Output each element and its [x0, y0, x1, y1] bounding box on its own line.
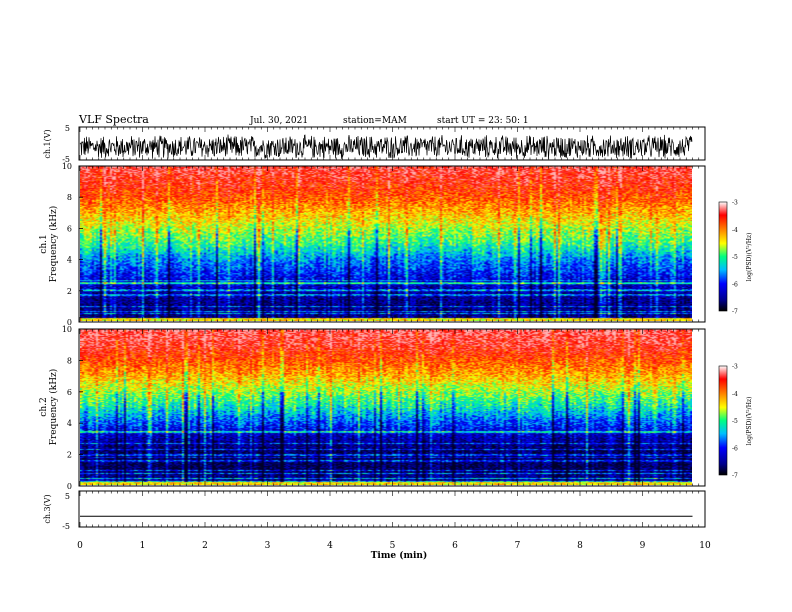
ch2-spectrogram-image — [80, 329, 692, 485]
ch2-spectrogram-panel: 0 2 4 6 8 10 ch.2 Frequency (kHz) -3 -4 -5 -6 -7 … — [39, 325, 753, 491]
time-axis-tick-label: 9 — [640, 541, 646, 551]
ch1-spectrogram-panel: 0 2 4 6 8 10 ch.1 Frequency (kHz) -3 -4 -5 -6 -7 … — [39, 162, 753, 327]
ch1-spectrogram-frame — [78, 165, 706, 323]
ch2-colorbar-label: log(PSD)(V²/Hz) — [746, 397, 753, 446]
ch1-colorbar-label: log(PSD)(V²/Hz) — [746, 233, 753, 282]
ch1-waveform-ylabel: ch.1(V) — [43, 129, 52, 158]
ch3-waveform-ytick-top: 5 — [65, 492, 70, 501]
ch1-colorbar-ticks: -3 -4 -5 -6 -7 — [732, 200, 738, 316]
ch1-colorbar-gradient — [718, 201, 728, 312]
ch3-waveform-ylabel: ch.3(V) — [43, 494, 52, 523]
ch3-waveform-frame — [78, 490, 706, 528]
ch1-spectrogram-ytick-label: 10 — [62, 162, 72, 171]
ch2-colorbar-tick-label: -3 — [732, 364, 738, 371]
ch1-waveform-ytick-top: 5 — [65, 124, 70, 133]
ch1-spectrogram-ytick-label: 0 — [67, 318, 72, 327]
ch2-spectrogram-ytick-label: 6 — [67, 388, 72, 397]
ch2-spectrogram-ytick-label: 8 — [67, 356, 72, 365]
ch1-colorbar-tick-label: -5 — [732, 254, 738, 261]
time-axis-tick-label: 5 — [390, 541, 396, 551]
ch1-colorbar-tick-label: -7 — [732, 309, 738, 316]
time-axis-tick-label: 2 — [202, 541, 208, 551]
ch2-spectrogram-frame — [78, 328, 706, 487]
ch1-waveform-trace — [79, 134, 693, 159]
time-axis-tick-label: 6 — [452, 541, 458, 551]
ch1-spectrogram-yticks: 0 2 4 6 8 10 — [62, 162, 83, 327]
ch1-waveform-frame — [78, 126, 706, 161]
ch2-colorbar-tick-label: -4 — [732, 391, 738, 398]
ch2-colorbar: -3 -4 -5 -6 -7 log(PSD)(V²/Hz) — [718, 364, 753, 480]
ch1-spectrogram-image — [80, 166, 692, 321]
time-axis-tick-labels: 0 1 2 3 4 5 6 7 8 9 10 — [77, 541, 711, 551]
ch1-spectrogram-ylabel-frequency: Frequency (kHz) — [48, 206, 59, 283]
time-axis-label: Time (min) — [371, 550, 428, 561]
figure-start-time: start UT = 23: 50: 1 — [437, 116, 529, 126]
ch1-waveform-panel: 5 -5 ch.1(V) — [43, 124, 706, 164]
ch2-spectrogram-ylabel-frequency: Frequency (kHz) — [48, 369, 59, 446]
time-axis-tick-label: 3 — [265, 541, 271, 551]
time-axis-tick-label: 4 — [327, 541, 333, 551]
ch2-spectrogram-ytick-label: 4 — [67, 419, 72, 428]
figure-title: VLF Spectra — [78, 113, 149, 126]
ch3-waveform-panel: 5 -5 ch.3(V) — [43, 490, 706, 531]
ch2-colorbar-gradient — [718, 365, 728, 476]
time-axis-tick-label: 1 — [140, 541, 146, 551]
ch2-spectrogram-ylabel-channel: ch.2 — [39, 397, 49, 416]
ch2-spectrogram-ytick-label: 0 — [67, 482, 72, 491]
ch1-spectrogram-ytick-label: 2 — [67, 287, 72, 296]
time-axis-tick-label: 7 — [515, 541, 521, 551]
time-axis-tick-label: 8 — [577, 541, 583, 551]
ch1-spectrogram-ytick-label: 6 — [67, 224, 72, 233]
time-axis-ticks — [79, 127, 706, 527]
ch2-spectrogram-ytick-label: 10 — [62, 325, 72, 334]
ch2-colorbar-ticks: -3 -4 -5 -6 -7 — [732, 364, 738, 480]
ch2-colorbar-tick-label: -7 — [732, 473, 738, 480]
ch1-colorbar-tick-label: -3 — [732, 200, 738, 207]
ch2-colorbar-tick-label: -5 — [732, 418, 738, 425]
time-axis-tick-label: 0 — [77, 541, 83, 551]
ch2-spectrogram-yticks: 0 2 4 6 8 10 — [62, 325, 83, 491]
figure-date: Jul. 30, 2021 — [249, 116, 308, 126]
ch1-colorbar: -3 -4 -5 -6 -7 log(PSD)(V²/Hz) — [718, 200, 753, 316]
figure-station: station=MAM — [343, 116, 407, 126]
ch1-waveform-path — [79, 134, 693, 159]
ch1-spectrogram-ytick-label: 8 — [67, 193, 72, 202]
ch1-colorbar-tick-label: -6 — [732, 281, 738, 288]
ch1-spectrogram-ylabel-channel: ch.1 — [39, 234, 49, 253]
ch1-spectrogram-ytick-label: 4 — [67, 256, 72, 265]
ch1-colorbar-tick-label: -4 — [732, 227, 738, 234]
ch2-spectrogram-ytick-label: 2 — [67, 451, 72, 460]
ch2-colorbar-tick-label: -6 — [732, 445, 738, 452]
ch1-waveform-ytick-bottom: -5 — [62, 155, 70, 164]
time-axis-tick-label: 10 — [699, 541, 711, 551]
ch3-waveform-ytick-bottom: -5 — [62, 522, 70, 531]
